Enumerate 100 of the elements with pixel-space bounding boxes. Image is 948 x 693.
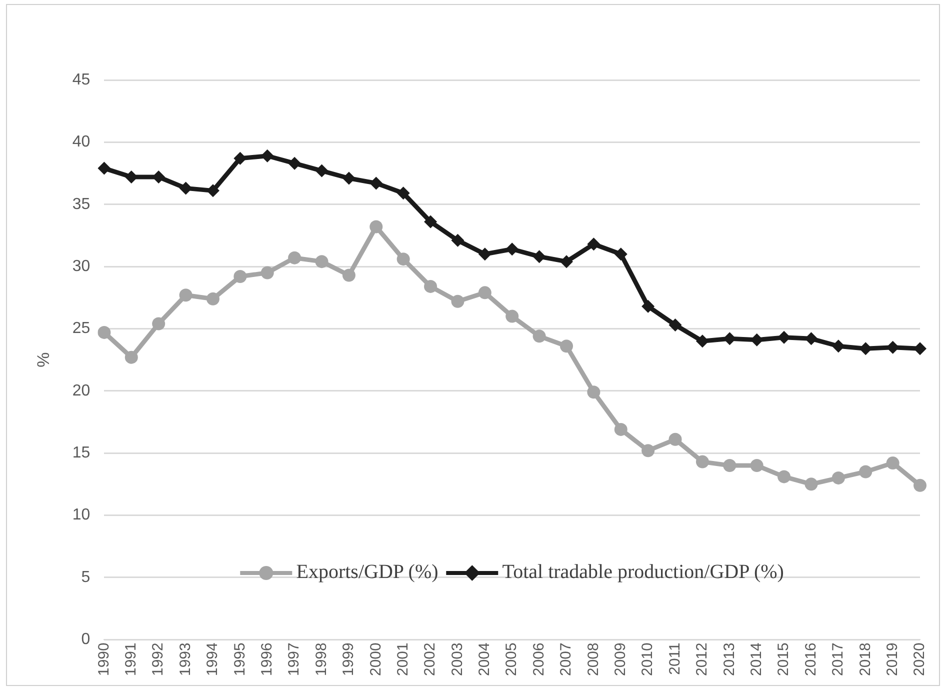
point — [98, 162, 111, 175]
point — [832, 471, 845, 484]
point — [560, 340, 573, 353]
point — [587, 386, 600, 399]
point — [124, 170, 138, 184]
point — [668, 318, 682, 332]
point — [424, 215, 438, 228]
point — [342, 172, 356, 185]
point — [260, 266, 274, 280]
point — [914, 478, 926, 492]
point — [315, 164, 328, 178]
y-tick-label: 0 — [81, 631, 90, 648]
point — [478, 248, 492, 261]
point — [532, 330, 546, 343]
x-tick-label: 1994 — [204, 642, 222, 676]
x-tick-label: 2015 — [775, 642, 792, 676]
point — [750, 333, 764, 346]
y-tick-label: 20 — [72, 382, 90, 400]
x-tick-label: 2002 — [422, 642, 439, 676]
point — [914, 342, 926, 356]
point — [804, 478, 818, 491]
x-tick-label: 2004 — [476, 642, 494, 676]
x-tick-label: 2018 — [856, 642, 874, 676]
point — [723, 332, 736, 346]
x-tick-label: 2019 — [884, 642, 901, 676]
point — [886, 456, 900, 470]
point — [124, 350, 138, 364]
y-tick-label: 40 — [72, 134, 90, 151]
point — [696, 455, 709, 468]
x-tick-label: 2011 — [666, 642, 684, 675]
point — [396, 252, 410, 266]
x-tick-label: 1997 — [286, 642, 303, 676]
point — [234, 152, 247, 165]
x-tick-label: 2003 — [448, 642, 466, 676]
y-axis-title: % — [34, 352, 53, 368]
point — [506, 242, 519, 256]
point — [370, 176, 383, 190]
y-tick-label: 30 — [72, 258, 90, 275]
point — [804, 332, 818, 346]
point — [260, 149, 274, 162]
point — [750, 459, 764, 472]
point — [642, 300, 655, 313]
point — [560, 255, 573, 268]
x-tick-label: 2001 — [394, 642, 412, 676]
x-tick-label: 1998 — [312, 642, 330, 676]
point — [832, 340, 845, 353]
point — [886, 340, 900, 354]
point — [859, 465, 872, 478]
x-tick-label: 2007 — [558, 642, 575, 676]
point — [778, 330, 791, 344]
x-tick-label: 1992 — [150, 642, 167, 676]
point — [614, 422, 628, 436]
point — [424, 280, 438, 293]
x-tick-label: 1993 — [176, 642, 194, 676]
y-tick-label: 45 — [72, 71, 90, 88]
point — [152, 317, 166, 330]
x-tick-label: 2009 — [612, 642, 630, 676]
point — [614, 248, 628, 261]
x-tick-label: 2010 — [639, 642, 656, 676]
point — [532, 250, 546, 264]
point — [451, 294, 464, 308]
x-tick-label: 2020 — [911, 642, 928, 676]
point — [206, 292, 220, 306]
x-tick-label: 1990 — [95, 642, 112, 676]
point — [859, 342, 872, 356]
x-tick-label: 2008 — [584, 642, 602, 676]
point — [696, 334, 709, 348]
x-tick-label: 1991 — [122, 642, 140, 676]
point — [723, 459, 736, 472]
point — [396, 186, 410, 200]
x-tick-label: 2005 — [503, 642, 520, 676]
point — [478, 286, 492, 300]
x-tick-label: 2006 — [530, 642, 548, 676]
point — [370, 220, 383, 234]
x-tick-label: 1999 — [340, 642, 358, 676]
point — [668, 432, 682, 446]
point — [152, 170, 166, 184]
point — [506, 310, 519, 323]
x-tick-label: 1996 — [258, 642, 276, 676]
legend-label: Total tradable production/GDP (%) — [502, 561, 784, 584]
point — [587, 238, 600, 251]
y-tick-label: 10 — [72, 506, 90, 524]
x-tick-label: 2000 — [367, 642, 384, 676]
y-tick-label: 5 — [81, 568, 90, 586]
x-tick-label: 2014 — [748, 642, 765, 676]
point — [778, 470, 791, 484]
y-tick-label: 35 — [72, 196, 90, 213]
point — [315, 255, 328, 268]
point — [288, 251, 302, 264]
point — [234, 270, 247, 283]
point — [342, 268, 356, 282]
x-tick-label: 2013 — [720, 642, 738, 676]
point — [288, 156, 302, 170]
y-tick-label: 25 — [72, 320, 90, 338]
x-tick-label: 1995 — [231, 642, 248, 676]
x-tick-label: 2012 — [694, 642, 711, 676]
point — [642, 444, 655, 458]
x-tick-label: 2016 — [802, 642, 820, 676]
x-tick-label: 2017 — [830, 642, 847, 676]
point — [179, 182, 192, 195]
